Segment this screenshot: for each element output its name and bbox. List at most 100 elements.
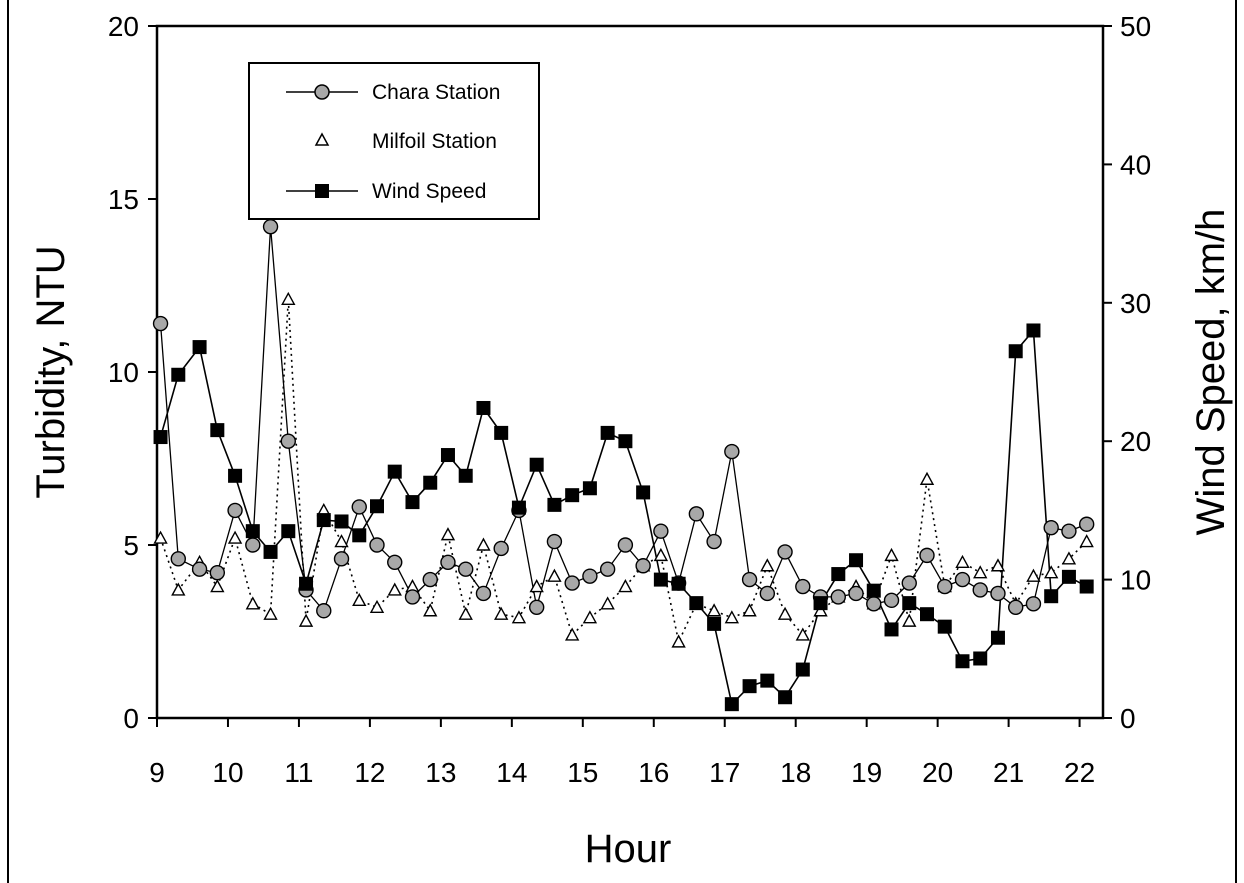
x-tick-label: 17 [709,757,740,788]
y-tick-label: 15 [108,184,139,215]
milfoil-point [547,568,562,582]
wind-point [210,423,225,438]
milfoil-point [653,547,669,562]
chara-point [440,554,456,570]
wind-point [476,400,491,415]
y-axis-title: Turbidity, NTU [29,245,73,498]
x-tick-label: 9 [149,757,165,788]
milfoil-point [671,634,686,648]
wind-point [316,513,331,528]
wind-point [813,596,828,611]
x-tick-label: 21 [993,757,1024,788]
chara-point [777,544,793,560]
chara-point [493,540,509,557]
legend-label-chara: Chara Station [372,81,500,104]
chara-point [954,571,971,588]
chara-point [848,585,864,602]
series-line-milfoil [159,299,1088,645]
chara-point [617,537,634,553]
milfoil-point [706,603,722,617]
milfoil-point [245,596,260,610]
wind-point [1026,323,1041,338]
wind-point [582,481,597,496]
wind-point [228,468,243,483]
milfoil-point [973,565,988,579]
chara-point [1025,596,1042,612]
wind-point [724,697,739,712]
chara-point [990,585,1006,602]
legend-item-wind-speed: Wind Speed [286,180,486,203]
chara-point [245,537,261,553]
x-axis: 9 10 11 12 13 14 15 16 17 18 19 20 21 22 [149,718,1095,788]
wind-point [920,607,934,622]
milfoil-point [227,530,243,544]
y-axis-left: 0 5 10 15 20 [108,11,157,734]
milfoil-point [742,603,757,617]
wind-point [352,528,367,543]
milfoil-point [600,596,615,610]
wind-point [529,457,544,472]
milfoil-point [1044,565,1059,579]
chara-point [972,582,988,598]
milfoil-point [458,606,473,620]
chara-point [1008,599,1024,615]
x-tick-label: 11 [284,757,313,788]
wind-point [760,673,775,688]
chara-point [795,578,811,595]
chara-point [528,599,545,615]
chara-point [1043,520,1059,536]
y2-tick-label: 40 [1120,149,1151,180]
milfoil-point [990,558,1006,572]
wind-point [1061,569,1076,584]
chara-point [458,561,474,577]
wind-point [1044,589,1059,604]
milfoil-point [618,579,633,593]
milfoil-point [955,554,970,568]
chara-point [937,578,953,595]
milfoil-point [281,291,296,306]
x-axis-title: Hour [585,827,672,871]
chara-point [883,592,900,609]
milfoil-point [494,606,509,620]
wind-point [423,475,438,490]
legend-item-chara-station: Chara Station [286,81,500,104]
chara-point [706,533,722,550]
chara-point [724,443,740,460]
y-axis-right: 0 10 20 30 40 50 [1103,11,1151,734]
wind-point [334,514,349,529]
wind-point [600,425,615,440]
wind-point [565,488,580,503]
wind-point [458,468,473,483]
milfoil-point [902,613,917,627]
wind-point [440,448,455,463]
chara-point [369,537,385,553]
wind-point [653,572,668,587]
wind-point [171,367,186,382]
milfoil-point [210,579,225,593]
wind-point [990,630,1005,645]
chara-point [152,315,169,332]
milfoil-point [263,606,278,620]
wind-point [245,524,260,539]
wind-point [405,495,420,510]
chara-point [564,575,580,591]
x-tick-label: 22 [1064,757,1095,788]
legend-label-wind: Wind Speed [372,180,486,203]
wind-point [547,497,562,512]
milfoil-point [582,610,598,624]
x-tick-label: 15 [567,757,598,788]
wind-point [281,524,296,539]
milfoil-point [511,610,527,624]
chara-point [582,568,598,584]
chara-point [635,558,651,574]
y2-tick-label: 30 [1120,288,1151,319]
milfoil-point [171,582,186,596]
wind-point [192,340,207,355]
wind-point [511,500,526,515]
wind-point [831,567,846,582]
milfoil-point [1061,551,1077,565]
chara-point [209,564,226,581]
milfoil-point [777,606,793,620]
x-tick-label: 19 [851,757,882,788]
wind-point [937,619,952,634]
